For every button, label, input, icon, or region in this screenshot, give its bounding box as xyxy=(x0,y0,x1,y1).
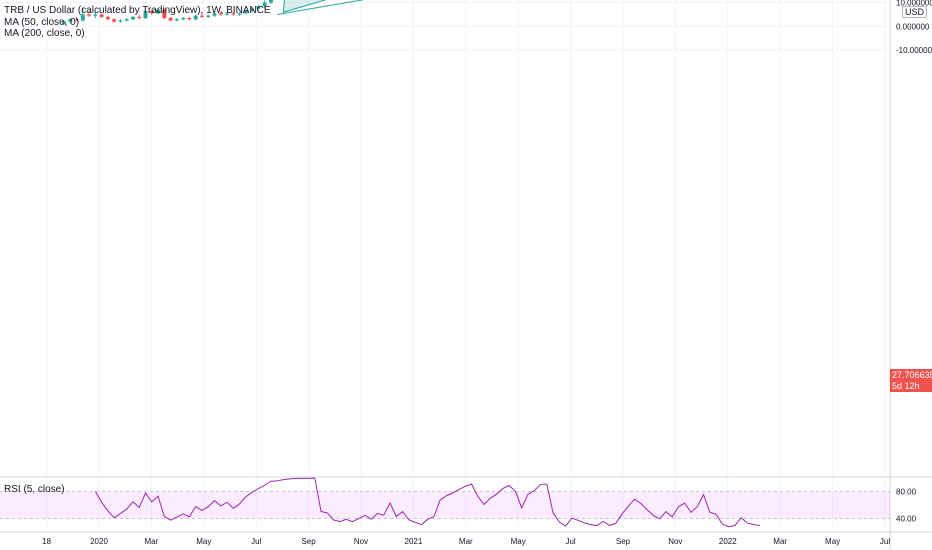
candle[interactable] xyxy=(181,16,186,21)
y-tick-label: 10.000000 xyxy=(896,0,932,8)
rsi-line xyxy=(94,477,761,528)
x-axis: 18 2020 Mar May Jul Sep Nov 2021 Mar May Jul Sep Nov… xyxy=(42,537,890,546)
candle[interactable] xyxy=(124,18,129,22)
rsi-legend: RSI (5, close) xyxy=(4,484,65,495)
candle[interactable] xyxy=(137,14,142,20)
x-tick-label: Mar xyxy=(459,537,473,546)
candle[interactable] xyxy=(168,16,173,22)
candle[interactable] xyxy=(206,14,211,19)
y-tick-label: -10.000000 xyxy=(896,46,932,55)
pattern-triangle xyxy=(282,0,327,13)
ma200-legend: MA (200, close, 0) xyxy=(4,28,85,39)
candle[interactable] xyxy=(118,19,123,23)
candle[interactable] xyxy=(212,12,217,17)
candle[interactable] xyxy=(250,7,255,13)
candle[interactable] xyxy=(149,9,154,15)
candle[interactable] xyxy=(74,16,79,22)
x-tick-label: Sep xyxy=(616,537,631,546)
candle[interactable] xyxy=(80,7,85,22)
x-tick-label: Jul xyxy=(880,537,890,546)
candle[interactable] xyxy=(105,15,110,21)
x-tick-label: Jul xyxy=(251,537,261,546)
current-price-tag: 27.706635 xyxy=(890,369,932,381)
x-tick-label: 2020 xyxy=(90,537,108,546)
x-tick-label: 18 xyxy=(42,537,51,546)
rsi-tick-label: 80.00 xyxy=(896,488,917,497)
candle[interactable] xyxy=(62,20,66,26)
x-tick-label: Mar xyxy=(145,537,159,546)
neckline xyxy=(277,0,365,15)
x-tick-label: Sep xyxy=(301,537,316,546)
ma50-legend: MA (50, close, 0) xyxy=(4,17,80,28)
candle[interactable] xyxy=(187,16,192,21)
candle[interactable] xyxy=(99,13,104,19)
x-tick-label: Mar xyxy=(773,537,787,546)
candle[interactable] xyxy=(143,9,148,20)
x-tick-label: Nov xyxy=(668,537,682,546)
candle[interactable] xyxy=(156,8,161,15)
x-tick-label: 2021 xyxy=(405,537,423,546)
candle[interactable] xyxy=(112,18,117,23)
candle[interactable] xyxy=(262,0,267,9)
candle[interactable] xyxy=(243,9,248,15)
candle[interactable] xyxy=(218,10,223,16)
candle[interactable] xyxy=(231,12,236,16)
x-tick-label: 2022 xyxy=(719,537,737,546)
candle[interactable] xyxy=(162,8,167,20)
chart-title: TRB / US Dollar (calculated by TradingVi… xyxy=(4,5,271,16)
candle[interactable] xyxy=(225,12,230,16)
candle[interactable] xyxy=(193,14,198,21)
x-tick-label: May xyxy=(511,537,526,546)
head-and-shoulders-pattern xyxy=(277,0,365,15)
candle[interactable] xyxy=(93,12,98,19)
candle[interactable] xyxy=(68,18,73,23)
rsi-tick-label: 40.00 xyxy=(896,515,917,524)
rsi-pane[interactable]: 80.00 40.00 xyxy=(0,477,917,528)
x-tick-label: Jul xyxy=(565,537,575,546)
candlestick-series[interactable] xyxy=(62,0,762,26)
candle[interactable] xyxy=(268,0,273,4)
y-axis: -10.0000000.00000010.00000020.00000030.0… xyxy=(896,0,932,55)
bar-countdown: 5d 12h xyxy=(890,380,932,392)
currency-badge[interactable]: USD xyxy=(902,6,928,18)
candle[interactable] xyxy=(237,12,242,16)
candle[interactable] xyxy=(174,18,179,22)
candle[interactable] xyxy=(87,10,92,17)
x-tick-label: May xyxy=(196,537,211,546)
candle[interactable] xyxy=(199,13,204,19)
rsi-band xyxy=(0,491,890,519)
candle[interactable] xyxy=(256,5,261,10)
candle[interactable] xyxy=(130,15,135,21)
x-tick-label: Nov xyxy=(354,537,368,546)
x-tick-label: May xyxy=(825,537,840,546)
y-tick-label: 0.000000 xyxy=(896,22,930,31)
